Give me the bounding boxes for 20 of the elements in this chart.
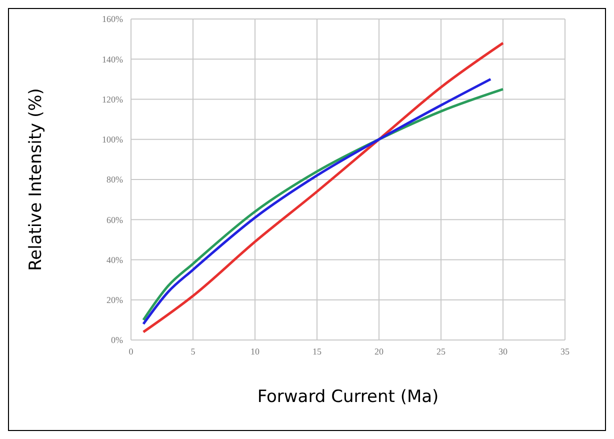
x-tick-label: 0 (128, 346, 134, 356)
x-tick-label: 35 (560, 346, 570, 356)
y-tick-label: 100% (102, 134, 124, 145)
y-tick-label: 20% (106, 295, 124, 306)
x-axis-title: Forward Current (Ma) (257, 387, 439, 407)
y-tick-label: 140% (102, 54, 124, 64)
y-tick-label: 80% (106, 174, 124, 185)
y-tick-label: 40% (106, 254, 124, 265)
x-tick-label: 20 (374, 346, 384, 356)
x-tick-label: 25 (436, 346, 446, 356)
x-tick-label: 10 (250, 346, 260, 356)
x-tick-label: 15 (312, 346, 322, 356)
y-tick-label: 0% (111, 335, 124, 346)
x-tick-label: 30 (498, 346, 508, 356)
y-tick-label: 160% (102, 14, 124, 24)
y-axis-title: Relative Intensity (%) (26, 88, 46, 271)
line-series (142, 42, 504, 334)
x-tick-label: 5 (190, 346, 196, 356)
y-tick-label: 120% (102, 94, 124, 104)
y-tick-label: 60% (106, 214, 124, 225)
